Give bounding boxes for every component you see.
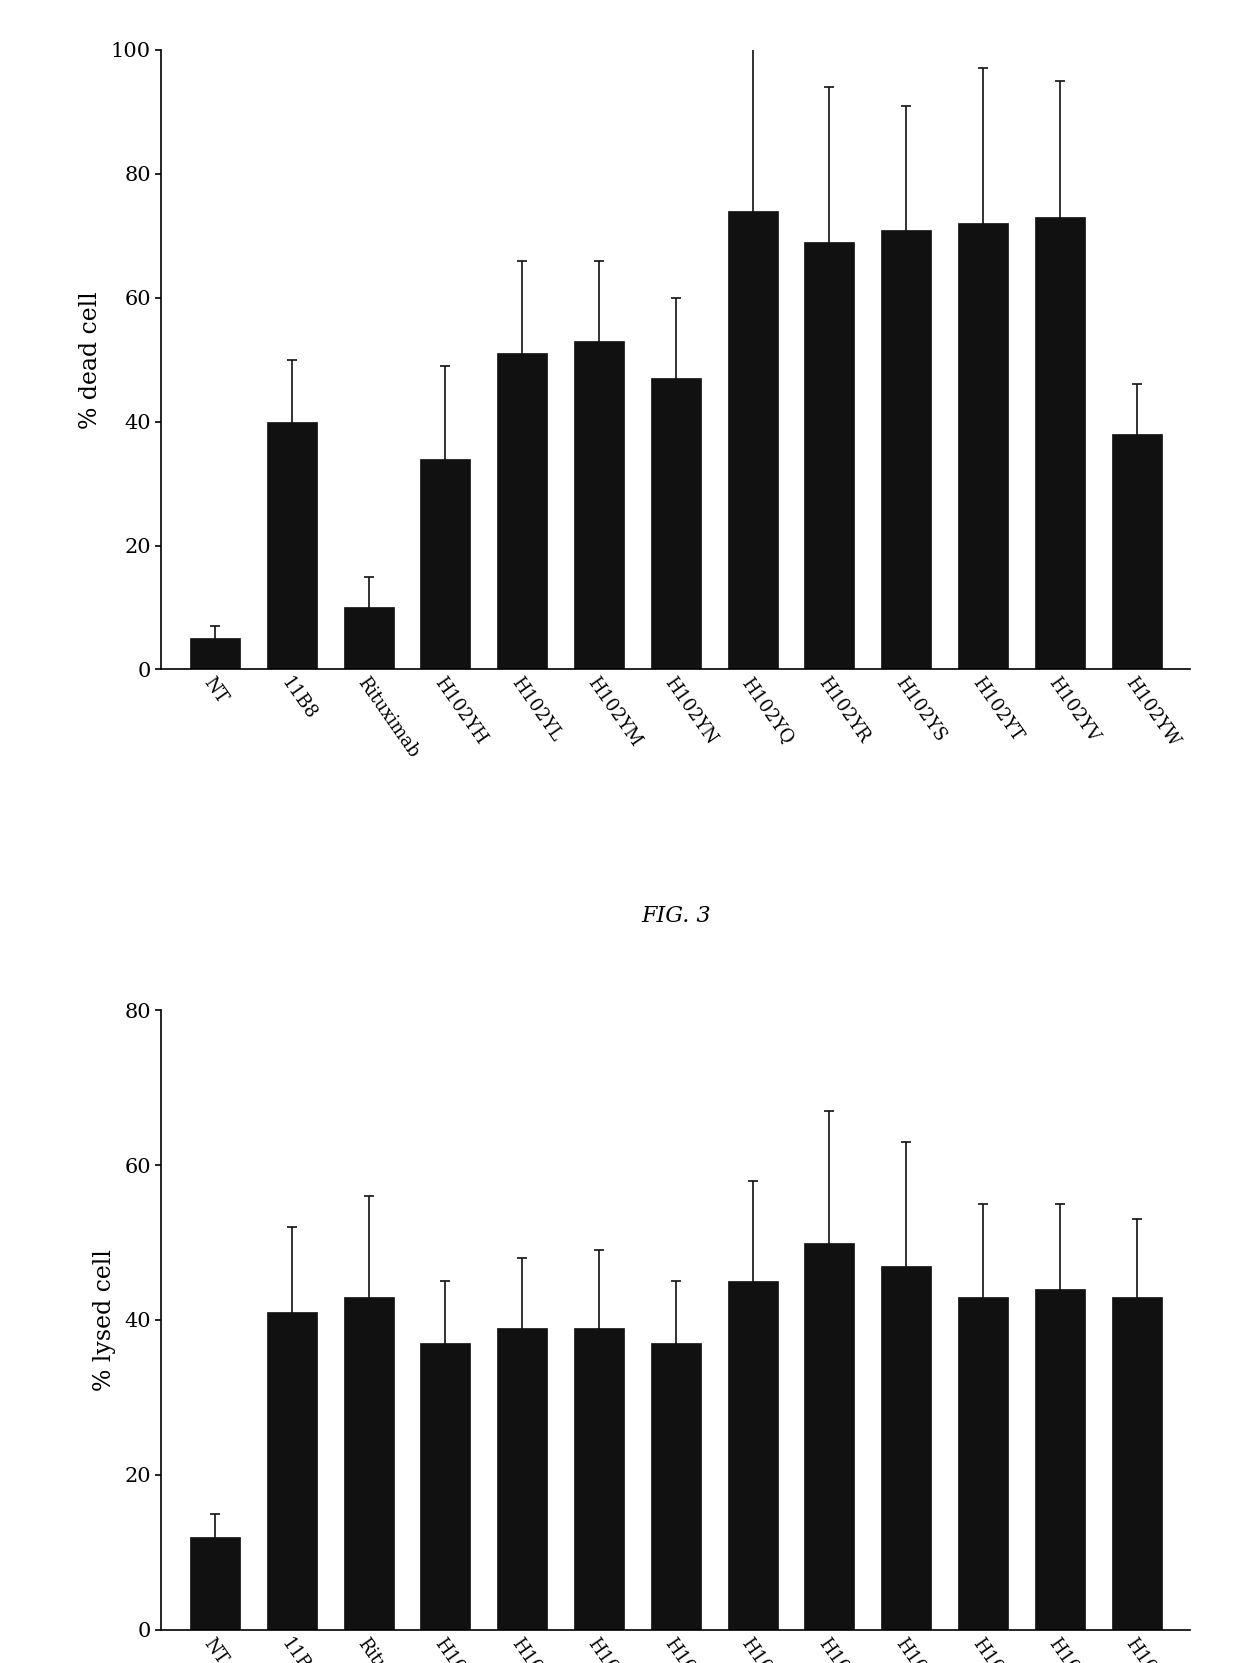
Bar	[420, 459, 470, 670]
Bar	[574, 1327, 624, 1630]
Bar	[805, 241, 854, 670]
Bar	[574, 341, 624, 670]
Bar	[882, 229, 931, 670]
Bar	[728, 211, 777, 670]
Bar	[190, 1537, 239, 1630]
Bar	[959, 223, 1008, 670]
Y-axis label: % dead cell: % dead cell	[79, 291, 103, 429]
Bar	[343, 607, 393, 670]
Bar	[343, 1297, 393, 1630]
Bar	[959, 1297, 1008, 1630]
Bar	[882, 1266, 931, 1630]
Bar	[1035, 218, 1085, 670]
Bar	[805, 1242, 854, 1630]
Bar	[1112, 1297, 1162, 1630]
Bar	[497, 354, 547, 670]
Bar	[190, 639, 239, 670]
Bar	[651, 378, 701, 670]
Bar	[497, 1327, 547, 1630]
Bar	[651, 1344, 701, 1630]
Bar	[420, 1344, 470, 1630]
Bar	[267, 422, 316, 670]
Bar	[1035, 1289, 1085, 1630]
Bar	[267, 1312, 316, 1630]
Bar	[1112, 434, 1162, 670]
Text: FIG. 3: FIG. 3	[641, 905, 711, 926]
Y-axis label: % lysed cell: % lysed cell	[93, 1249, 115, 1390]
Bar	[728, 1281, 777, 1630]
